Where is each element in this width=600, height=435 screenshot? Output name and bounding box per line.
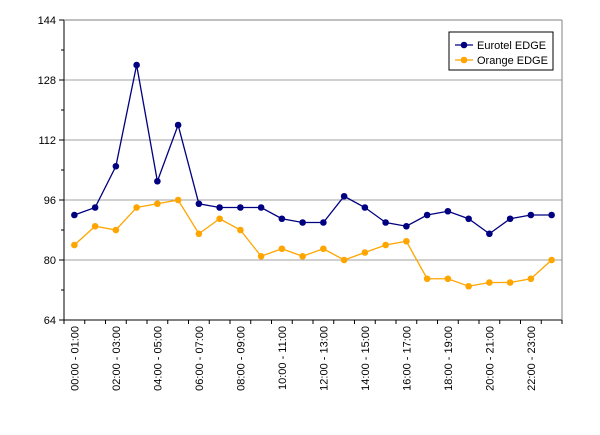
data-point — [237, 226, 244, 234]
legend-swatch-marker — [460, 41, 468, 49]
data-point — [506, 279, 514, 286]
x-tick-label: 00:00 - 01:00 — [69, 326, 81, 391]
data-point — [527, 275, 535, 283]
data-point — [444, 207, 452, 215]
x-tick-label: 20:00 - 21:00 — [484, 326, 496, 391]
data-point — [133, 204, 140, 211]
data-point — [320, 245, 327, 253]
data-point — [154, 177, 161, 185]
data-point — [216, 204, 223, 211]
data-point — [91, 204, 99, 211]
data-point — [340, 256, 348, 264]
x-tick-label: 04:00 - 05:00 — [152, 326, 164, 391]
series-line — [73, 199, 553, 287]
data-point — [506, 215, 514, 223]
x-tick-label: 10:00 - 11:00 — [277, 326, 289, 390]
data-point — [486, 230, 493, 238]
data-point — [361, 204, 369, 211]
data-point — [403, 237, 410, 245]
y-tick-label: 128 — [38, 75, 56, 87]
data-point — [403, 222, 410, 230]
data-point — [91, 222, 99, 230]
data-point — [465, 215, 472, 223]
data-point — [382, 241, 389, 249]
data-point — [257, 252, 265, 260]
data-point — [133, 61, 140, 69]
x-tick-label: 14:00 - 15:00 — [360, 326, 372, 391]
x-tick-label: 02:00 - 03:00 — [111, 326, 123, 391]
x-tick-label: 18:00 - 19:00 — [443, 326, 455, 391]
y-tick-label: 144 — [38, 15, 56, 27]
data-point — [195, 200, 203, 208]
x-tick-label: 06:00 - 07:00 — [194, 326, 206, 391]
data-point — [361, 249, 369, 256]
legend-box — [448, 31, 554, 71]
data-point — [382, 219, 389, 226]
data-point — [195, 230, 203, 238]
y-tick-label: 64 — [44, 315, 56, 327]
data-point — [320, 219, 327, 226]
data-point — [444, 275, 452, 283]
data-point — [71, 211, 78, 219]
data-point — [237, 204, 244, 211]
data-point — [527, 211, 535, 219]
legend-swatch-marker — [460, 56, 468, 64]
series-layer — [71, 61, 555, 290]
x-tick-label: 08:00 - 09:00 — [235, 326, 247, 391]
data-point — [154, 200, 161, 208]
data-point — [216, 215, 223, 223]
data-point — [257, 204, 265, 211]
x-tick-label: 12:00 - 13:00 — [318, 326, 330, 391]
y-tick-label: 96 — [44, 195, 56, 207]
data-point — [278, 245, 286, 253]
data-point — [486, 279, 493, 286]
data-point — [548, 211, 555, 219]
data-point — [112, 162, 120, 170]
data-point — [465, 282, 472, 290]
data-point — [423, 211, 431, 219]
series-1 — [71, 196, 555, 290]
series-line — [74, 64, 552, 235]
data-point — [299, 219, 306, 226]
x-tick-label: 22:00 - 23:00 — [526, 326, 538, 391]
legend: Eurotel EDGE Orange EDGE — [448, 31, 554, 71]
data-point — [548, 256, 555, 264]
data-point — [278, 215, 286, 223]
data-point — [112, 226, 120, 234]
axes: 64 80 96 112 128 144 00:00 - 01:00 02:00 - 03:0… — [38, 15, 563, 391]
data-point — [423, 275, 431, 283]
data-point — [174, 121, 182, 129]
series-0 — [71, 61, 555, 238]
data-point — [340, 192, 348, 200]
data-point — [174, 196, 182, 204]
legend-label: Eurotel EDGE — [477, 40, 546, 52]
x-tick-label: 16:00 - 17:00 — [401, 326, 413, 391]
data-point — [299, 252, 306, 260]
y-tick-label: 80 — [44, 255, 56, 267]
data-point — [71, 241, 78, 249]
y-tick-label: 112 — [38, 135, 56, 147]
legend-label: Orange EDGE — [477, 55, 548, 67]
